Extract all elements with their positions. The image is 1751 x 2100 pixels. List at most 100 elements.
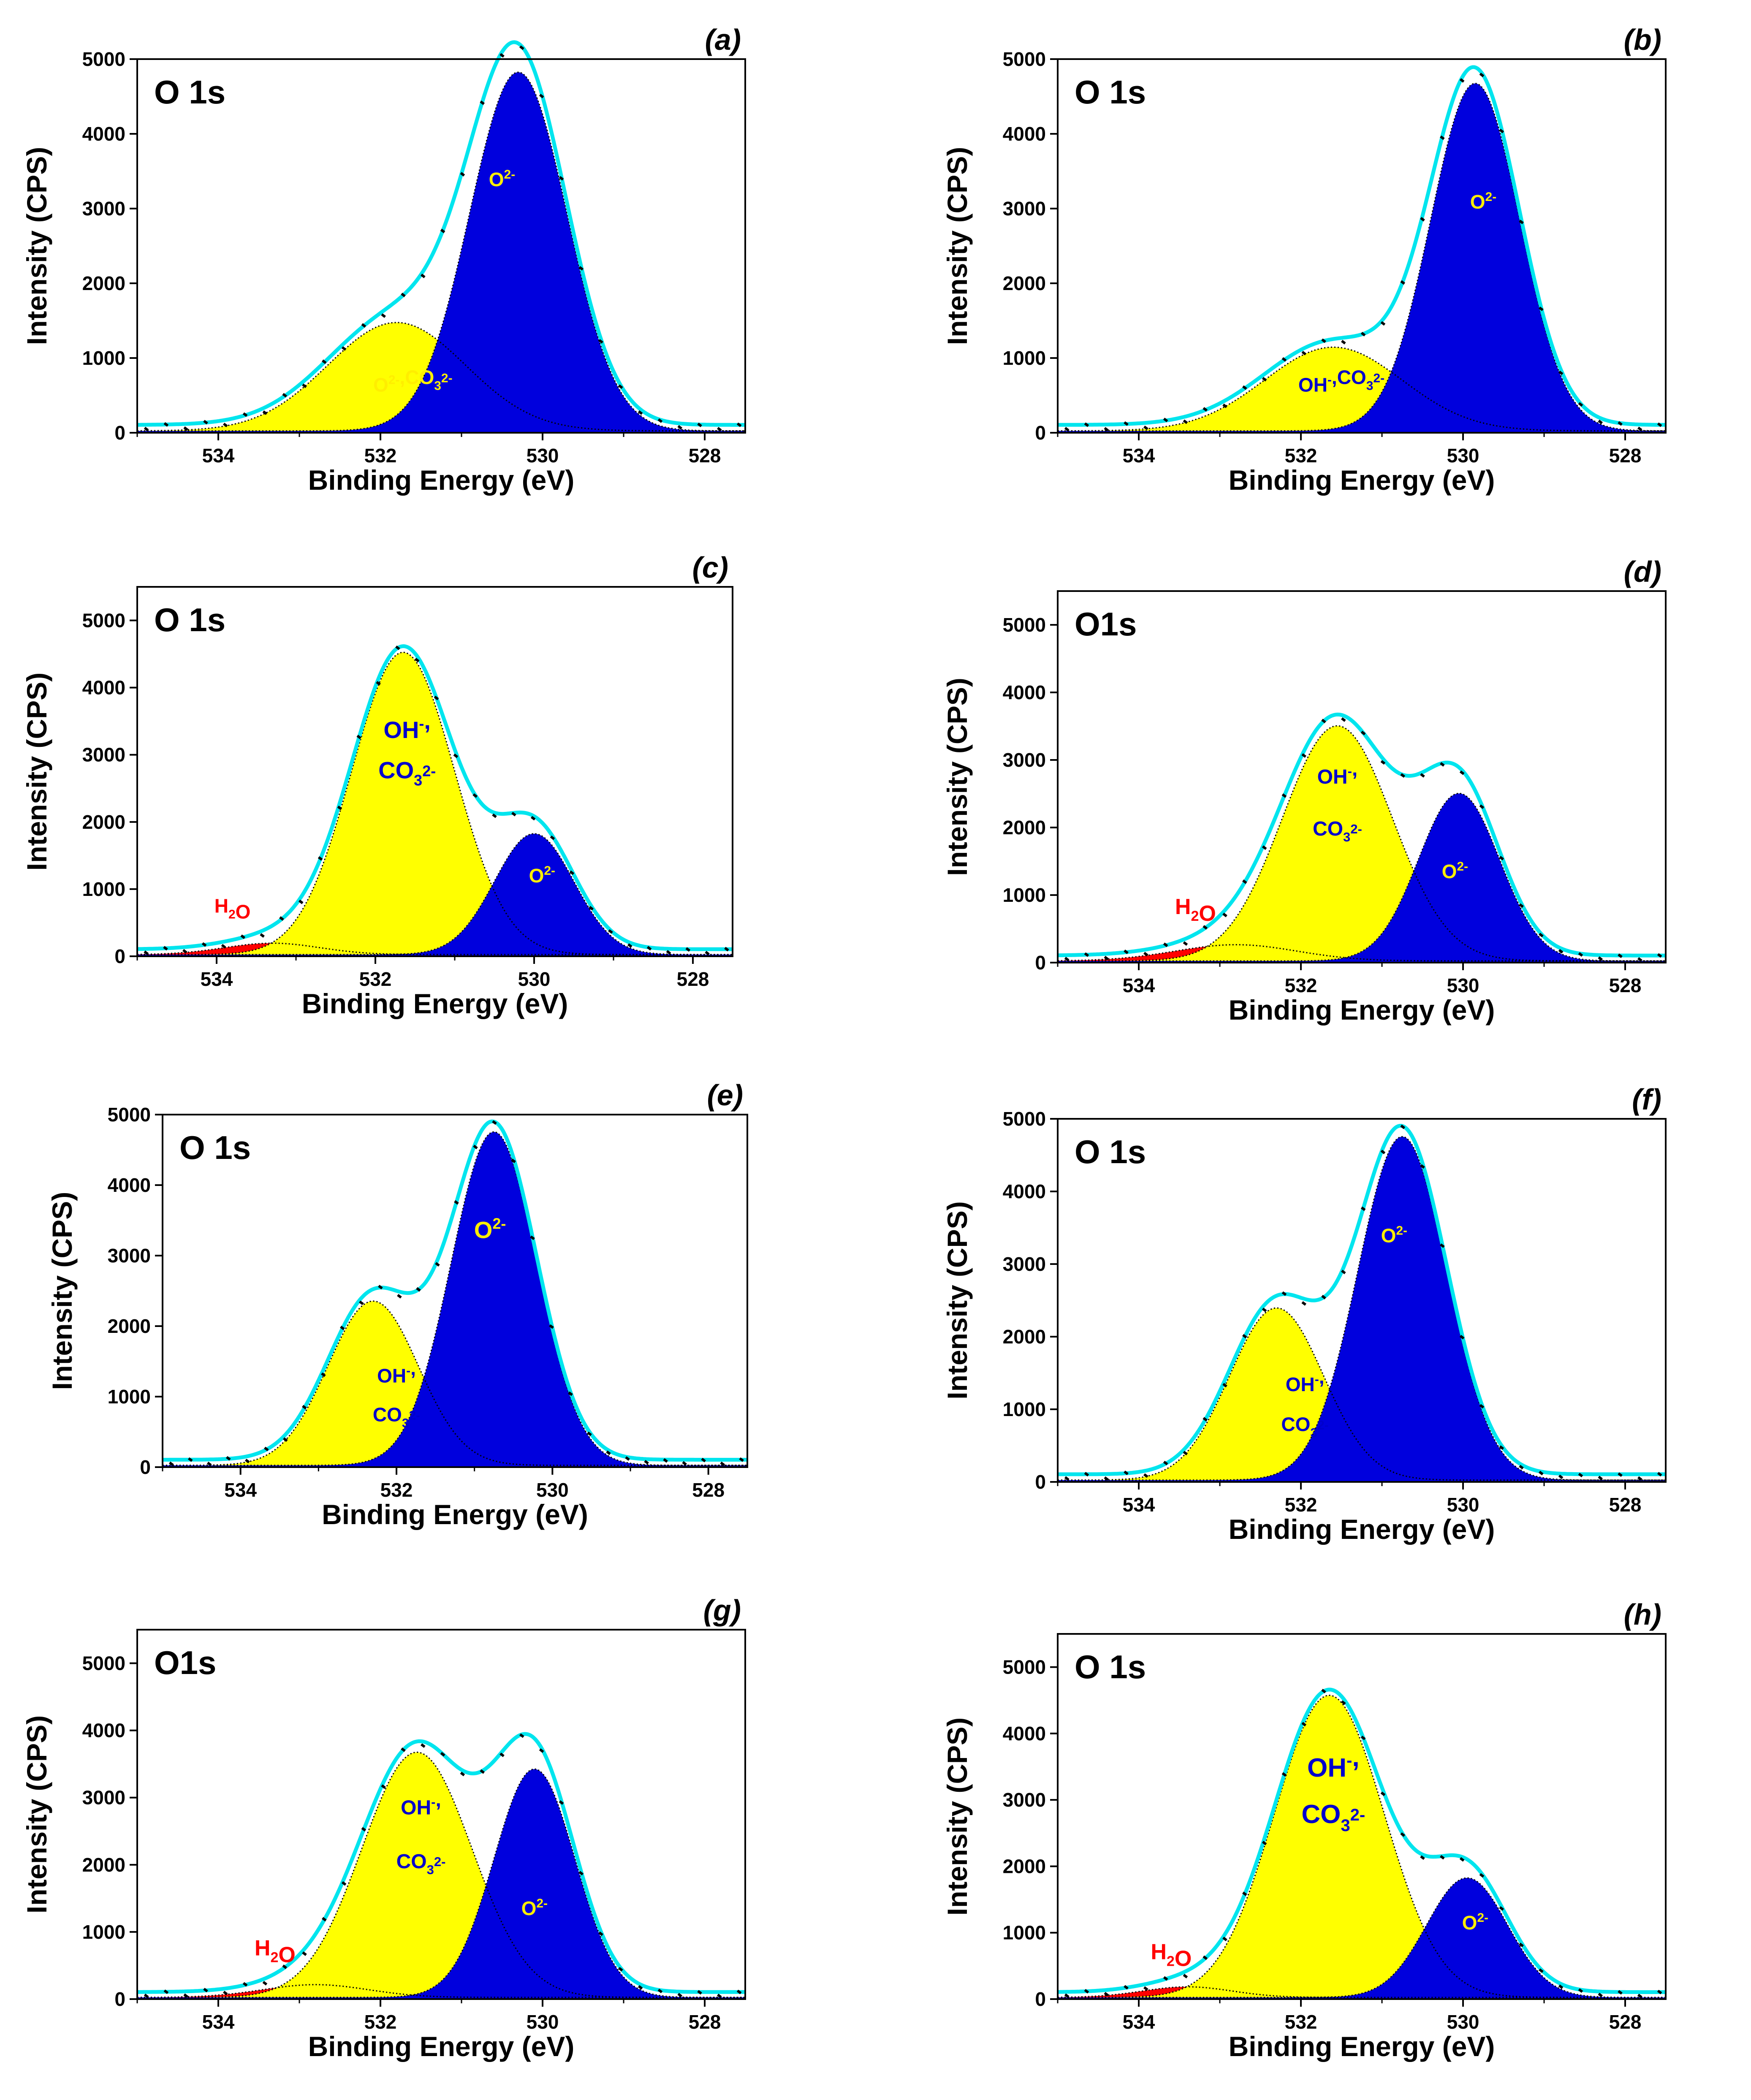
- peak-label-part: 2-: [1350, 1806, 1366, 1824]
- raw-data-point: [1183, 419, 1188, 424]
- y-tick-label: 0: [140, 1456, 151, 1478]
- raw-data-point: [1558, 1474, 1564, 1479]
- component-outline: [1058, 1877, 1666, 1998]
- raw-data-point: [1558, 1984, 1564, 1989]
- raw-data-point: [420, 274, 426, 278]
- raw-data-point: [682, 1461, 687, 1466]
- peak-label-part: H: [1151, 1940, 1167, 1964]
- y-axis-title: Intensity (CPS): [942, 678, 973, 876]
- raw-data-point: [1380, 1150, 1386, 1154]
- component-outline: [137, 651, 733, 955]
- raw-data-point: [378, 1285, 383, 1289]
- y-tick-label: 2000: [1003, 272, 1046, 294]
- peak-label-part: 2-: [388, 373, 400, 387]
- raw-data-point: [1618, 953, 1623, 958]
- raw-data-point: [395, 645, 400, 650]
- peak-label: H2O: [1175, 895, 1216, 926]
- peak-label-part: ,CO: [1332, 366, 1366, 388]
- raw-data-point: [1440, 762, 1445, 767]
- raw-data-point: [1539, 1968, 1544, 1973]
- component-o2-area: [1058, 793, 1666, 963]
- peak-label-part: -: [1348, 764, 1352, 779]
- x-tick-label: 530: [1447, 974, 1480, 996]
- plot-frame: [136, 586, 733, 957]
- raw-data-point: [1143, 1473, 1148, 1478]
- panel-label: (d): [1624, 555, 1661, 588]
- peak-label-part: 2-: [422, 762, 436, 779]
- peak-label: OH-,: [377, 1357, 416, 1387]
- raw-data-point: [1380, 1791, 1386, 1796]
- peak-label: CO32-: [373, 1403, 420, 1430]
- raw-data-point: [1499, 856, 1504, 860]
- peak-label-part: OH: [401, 1797, 431, 1819]
- y-tick-label: 1000: [82, 1921, 125, 1943]
- x-axis-title: Binding Energy (eV): [1229, 994, 1495, 1026]
- raw-data-point: [1637, 1476, 1642, 1481]
- raw-data-point: [1163, 942, 1168, 947]
- peak-label: O2-: [1470, 190, 1496, 213]
- plot-frame: [136, 1629, 746, 2000]
- raw-data-point: [163, 1989, 169, 1994]
- y-tick-label: 4000: [82, 123, 125, 145]
- y-axis-title: Intensity (CPS): [942, 1717, 973, 1916]
- peak-label-part: CO: [1281, 1414, 1310, 1435]
- raw-data-point: [717, 427, 722, 431]
- raw-data-point: [359, 1300, 364, 1305]
- raw-data-point: [697, 1990, 702, 1995]
- raw-data-point: [511, 1159, 516, 1163]
- peak-label-part: ,: [410, 1357, 416, 1379]
- peak-label-part: 3: [402, 1416, 409, 1430]
- x-tick-label: 528: [1609, 974, 1642, 996]
- raw-data-point: [1400, 1124, 1405, 1129]
- y-tick-label: 3000: [108, 1245, 151, 1267]
- y-tick-label: 1000: [108, 1386, 151, 1408]
- peak-label-part: H: [214, 895, 228, 917]
- raw-data-point: [264, 1446, 269, 1452]
- x-axis-title: Binding Energy (eV): [308, 464, 575, 496]
- peak-label-part: OH: [377, 1365, 406, 1387]
- raw-data-point: [1598, 1476, 1603, 1481]
- raw-data-point: [1321, 338, 1326, 343]
- peak-label-part: CO: [1313, 818, 1343, 840]
- raw-data-point: [183, 1993, 189, 1998]
- raw-data-point: [1222, 1937, 1227, 1942]
- component-outline: [1057, 944, 1666, 962]
- y-tick-label: 3000: [82, 198, 125, 220]
- raw-data-point: [472, 793, 478, 798]
- peak-label-part: -: [1347, 1751, 1352, 1770]
- x-tick-label: 534: [1123, 974, 1155, 996]
- panel-label: (f): [1632, 1083, 1661, 1116]
- raw-data-point: [1242, 385, 1247, 390]
- peak-label-part: O: [236, 901, 251, 923]
- raw-data-point: [361, 323, 366, 328]
- raw-data-point: [318, 856, 323, 861]
- raw-data-point: [492, 1120, 497, 1125]
- component-outline: [1058, 792, 1666, 962]
- raw-data-point: [1459, 1335, 1465, 1340]
- raw-data-point: [697, 423, 702, 427]
- raw-data-point: [434, 695, 439, 700]
- x-tick-label: 532: [364, 445, 397, 467]
- component-outline: [163, 1300, 747, 1466]
- x-tick-label: 530: [1447, 445, 1480, 467]
- raw-data-point: [226, 1456, 231, 1461]
- raw-data-point: [1143, 952, 1148, 957]
- peak-label-part: ,: [1319, 1366, 1325, 1388]
- raw-data-point: [1301, 753, 1306, 758]
- x-tick-label: 528: [1609, 1494, 1642, 1516]
- raw-data-point: [1084, 422, 1089, 427]
- peak-label-part: O: [1199, 901, 1216, 926]
- raw-data-point: [724, 947, 729, 952]
- panel-label: (a): [705, 23, 741, 56]
- x-tick-label: 534: [1123, 2011, 1155, 2033]
- plot-frame: [1057, 58, 1667, 434]
- raw-data-point: [1203, 1955, 1208, 1960]
- raw-data-point: [638, 1985, 643, 1990]
- peak-label-part: O: [489, 168, 504, 190]
- raw-data-point: [1281, 357, 1287, 362]
- component-outline: [137, 1751, 745, 1998]
- raw-data-point: [1360, 1735, 1366, 1740]
- peak-label-part: 2: [1167, 1953, 1175, 1970]
- raw-data-point: [549, 1324, 554, 1329]
- raw-data-point: [1084, 952, 1089, 957]
